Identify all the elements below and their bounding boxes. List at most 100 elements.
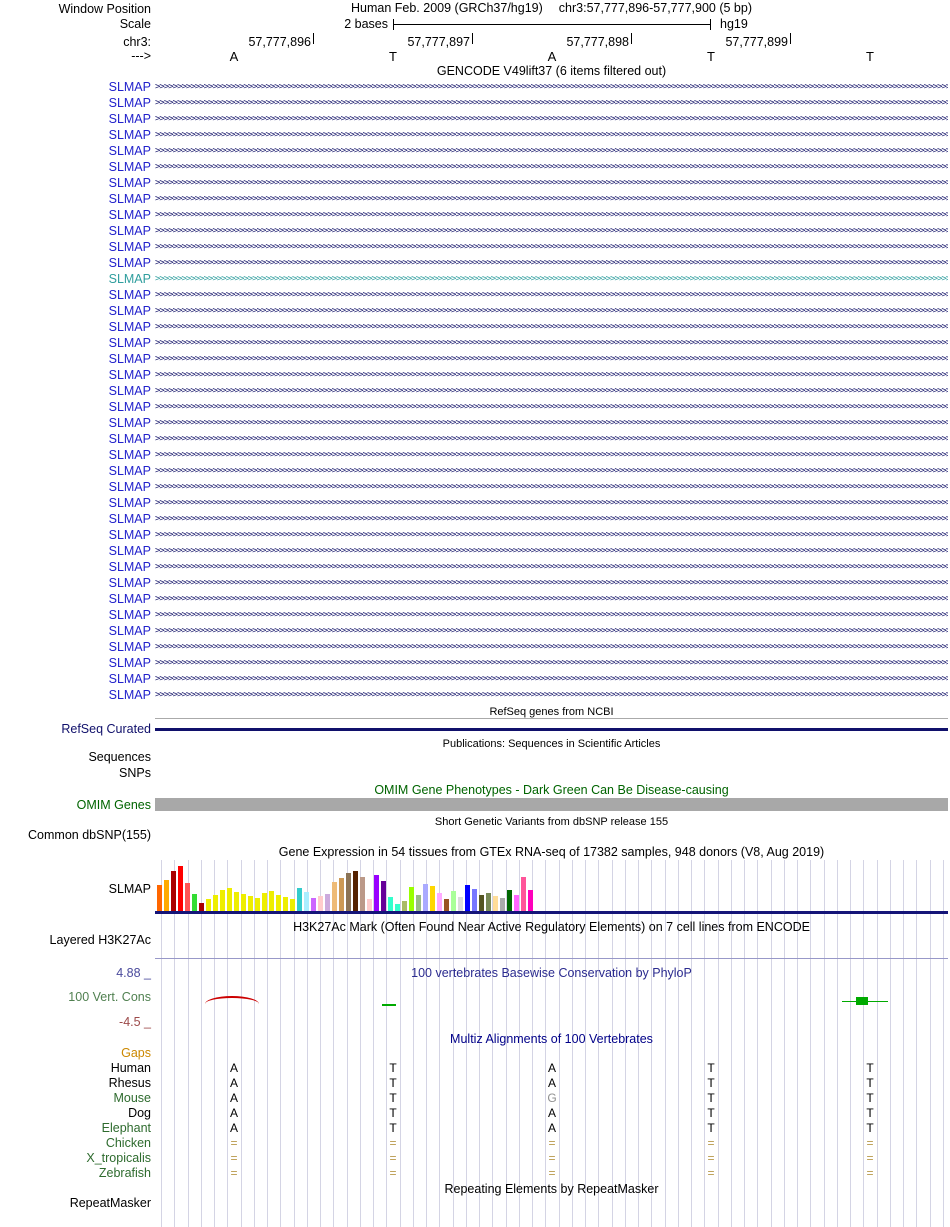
gencode-transcript[interactable]: >>>>>>>>>>>>>>>>>>>>>>>>>>>>>>>>>>>>>>>>… [155, 498, 948, 508]
gencode-transcript[interactable]: >>>>>>>>>>>>>>>>>>>>>>>>>>>>>>>>>>>>>>>>… [155, 594, 948, 604]
gtex-expression-bar[interactable] [185, 883, 190, 911]
gencode-transcript[interactable]: >>>>>>>>>>>>>>>>>>>>>>>>>>>>>>>>>>>>>>>>… [155, 162, 948, 172]
gencode-track-label[interactable]: SLMAP [108, 320, 151, 334]
gencode-track-label[interactable]: SLMAP [108, 208, 151, 222]
gencode-track-label[interactable]: SLMAP [108, 528, 151, 542]
gencode-transcript[interactable]: >>>>>>>>>>>>>>>>>>>>>>>>>>>>>>>>>>>>>>>>… [155, 386, 948, 396]
gencode-transcript[interactable]: >>>>>>>>>>>>>>>>>>>>>>>>>>>>>>>>>>>>>>>>… [155, 98, 948, 108]
conservation-track-label[interactable]: 100 Vert. Cons [68, 990, 151, 1004]
gencode-transcript[interactable]: >>>>>>>>>>>>>>>>>>>>>>>>>>>>>>>>>>>>>>>>… [155, 546, 948, 556]
gtex-expression-bar[interactable] [171, 871, 176, 911]
gencode-transcript[interactable]: >>>>>>>>>>>>>>>>>>>>>>>>>>>>>>>>>>>>>>>>… [155, 354, 948, 364]
gencode-transcript[interactable]: >>>>>>>>>>>>>>>>>>>>>>>>>>>>>>>>>>>>>>>>… [155, 114, 948, 124]
gencode-transcript[interactable]: >>>>>>>>>>>>>>>>>>>>>>>>>>>>>>>>>>>>>>>>… [155, 290, 948, 300]
gtex-expression-bar[interactable] [507, 890, 512, 911]
gtex-expression-bar[interactable] [374, 875, 379, 911]
gtex-expression-bar[interactable] [493, 896, 498, 911]
gencode-track-label[interactable]: SLMAP [108, 672, 151, 686]
multiz-species-label[interactable]: Rhesus [108, 1076, 151, 1090]
gtex-expression-bar[interactable] [416, 895, 421, 911]
multiz-species-label[interactable]: X_tropicalis [86, 1151, 151, 1165]
multiz-species-label[interactable]: Dog [128, 1106, 151, 1120]
repeatmasker-label[interactable]: RepeatMasker [69, 1196, 151, 1210]
gencode-transcript[interactable]: >>>>>>>>>>>>>>>>>>>>>>>>>>>>>>>>>>>>>>>>… [155, 226, 948, 236]
gtex-expression-bar[interactable] [360, 877, 365, 911]
gencode-track-label[interactable]: SLMAP [108, 384, 151, 398]
gtex-expression-bar[interactable] [325, 894, 330, 911]
gtex-expression-bar[interactable] [311, 898, 316, 911]
gtex-expression-bar[interactable] [304, 892, 309, 911]
gtex-expression-bar[interactable] [157, 885, 162, 911]
gencode-transcript[interactable]: >>>>>>>>>>>>>>>>>>>>>>>>>>>>>>>>>>>>>>>>… [155, 450, 948, 460]
gtex-expression-bar[interactable] [164, 880, 169, 911]
gtex-expression-bar[interactable] [444, 899, 449, 911]
gencode-transcript[interactable]: >>>>>>>>>>>>>>>>>>>>>>>>>>>>>>>>>>>>>>>>… [155, 146, 948, 156]
gencode-track-label[interactable]: SLMAP [108, 240, 151, 254]
gencode-transcript[interactable]: >>>>>>>>>>>>>>>>>>>>>>>>>>>>>>>>>>>>>>>>… [155, 674, 948, 684]
multiz-species-label[interactable]: Chicken [105, 1136, 151, 1150]
gencode-track-label[interactable]: SLMAP [108, 368, 151, 382]
gencode-transcript[interactable]: >>>>>>>>>>>>>>>>>>>>>>>>>>>>>>>>>>>>>>>>… [155, 370, 948, 380]
gencode-track-label[interactable]: SLMAP [108, 416, 151, 430]
gencode-track-label[interactable]: SLMAP [108, 608, 151, 622]
gtex-expression-bar[interactable] [241, 894, 246, 911]
gtex-expression-bar[interactable] [234, 892, 239, 911]
gencode-transcript[interactable]: >>>>>>>>>>>>>>>>>>>>>>>>>>>>>>>>>>>>>>>>… [155, 562, 948, 572]
gencode-track-label[interactable]: SLMAP [108, 144, 151, 158]
gencode-track-label[interactable]: SLMAP [108, 576, 151, 590]
gtex-expression-bar[interactable] [213, 895, 218, 911]
gtex-expression-bar[interactable] [248, 896, 253, 911]
gencode-transcript[interactable]: >>>>>>>>>>>>>>>>>>>>>>>>>>>>>>>>>>>>>>>>… [155, 610, 948, 620]
gtex-expression-bar[interactable] [192, 894, 197, 911]
refseq-curated-label[interactable]: RefSeq Curated [61, 722, 151, 736]
gencode-transcript[interactable]: >>>>>>>>>>>>>>>>>>>>>>>>>>>>>>>>>>>>>>>>… [155, 578, 948, 588]
multiz-species-label[interactable]: Gaps [121, 1046, 151, 1060]
gtex-expression-bar[interactable] [486, 893, 491, 911]
gencode-track-label[interactable]: SLMAP [108, 480, 151, 494]
gencode-transcript[interactable]: >>>>>>>>>>>>>>>>>>>>>>>>>>>>>>>>>>>>>>>>… [155, 306, 948, 316]
gencode-track-label[interactable]: SLMAP [108, 400, 151, 414]
gencode-track-label[interactable]: SLMAP [108, 544, 151, 558]
gtex-expression-bar[interactable] [458, 897, 463, 911]
gtex-expression-bar[interactable] [381, 881, 386, 911]
gencode-track-label[interactable]: SLMAP [108, 464, 151, 478]
gencode-transcript[interactable]: >>>>>>>>>>>>>>>>>>>>>>>>>>>>>>>>>>>>>>>>… [155, 642, 948, 652]
gtex-expression-bar[interactable] [514, 895, 519, 911]
gtex-expression-bar[interactable] [206, 899, 211, 911]
gtex-expression-bar[interactable] [395, 904, 400, 911]
gencode-transcript[interactable]: >>>>>>>>>>>>>>>>>>>>>>>>>>>>>>>>>>>>>>>>… [155, 210, 948, 220]
omim-gene-bar[interactable] [155, 798, 948, 811]
multiz-species-label[interactable]: Zebrafish [98, 1166, 151, 1180]
gencode-track-label[interactable]: SLMAP [108, 128, 151, 142]
gencode-track-label[interactable]: SLMAP [108, 624, 151, 638]
gencode-track-label[interactable]: SLMAP [108, 656, 151, 670]
gencode-track-label[interactable]: SLMAP [108, 592, 151, 606]
gencode-track-label[interactable]: SLMAP [108, 432, 151, 446]
gtex-expression-bar[interactable] [318, 896, 323, 911]
gencode-track-label[interactable]: SLMAP [108, 272, 151, 286]
multiz-species-label[interactable]: Human [110, 1061, 151, 1075]
gtex-expression-bar[interactable] [465, 885, 470, 911]
layered-h3k27ac-label[interactable]: Layered H3K27Ac [49, 933, 151, 947]
gtex-expression-bar[interactable] [479, 895, 484, 911]
phylop-negative-peak[interactable] [205, 996, 259, 1012]
multiz-species-label[interactable]: Elephant [101, 1121, 151, 1135]
gtex-expression-bar[interactable] [353, 871, 358, 911]
gencode-transcript[interactable]: >>>>>>>>>>>>>>>>>>>>>>>>>>>>>>>>>>>>>>>>… [155, 194, 948, 204]
gencode-transcript[interactable]: >>>>>>>>>>>>>>>>>>>>>>>>>>>>>>>>>>>>>>>>… [155, 466, 948, 476]
gencode-track-label[interactable]: SLMAP [108, 512, 151, 526]
common-dbsnp-label[interactable]: Common dbSNP(155) [28, 828, 151, 842]
gtex-expression-bar[interactable] [402, 901, 407, 911]
gencode-transcript[interactable]: >>>>>>>>>>>>>>>>>>>>>>>>>>>>>>>>>>>>>>>>… [155, 690, 948, 700]
gencode-track-label[interactable]: SLMAP [108, 256, 151, 270]
gtex-expression-bar[interactable] [178, 866, 183, 911]
gencode-track-label[interactable]: SLMAP [108, 688, 151, 702]
gencode-transcript[interactable]: >>>>>>>>>>>>>>>>>>>>>>>>>>>>>>>>>>>>>>>>… [155, 322, 948, 332]
gencode-transcript[interactable]: >>>>>>>>>>>>>>>>>>>>>>>>>>>>>>>>>>>>>>>>… [155, 418, 948, 428]
gencode-transcript[interactable]: >>>>>>>>>>>>>>>>>>>>>>>>>>>>>>>>>>>>>>>>… [155, 626, 948, 636]
gtex-gene-label[interactable]: SLMAP [108, 882, 151, 896]
gtex-expression-bar[interactable] [227, 888, 232, 911]
gencode-transcript[interactable]: >>>>>>>>>>>>>>>>>>>>>>>>>>>>>>>>>>>>>>>>… [155, 242, 948, 252]
gencode-track-label[interactable]: SLMAP [108, 352, 151, 366]
gtex-expression-bar[interactable] [500, 898, 505, 911]
